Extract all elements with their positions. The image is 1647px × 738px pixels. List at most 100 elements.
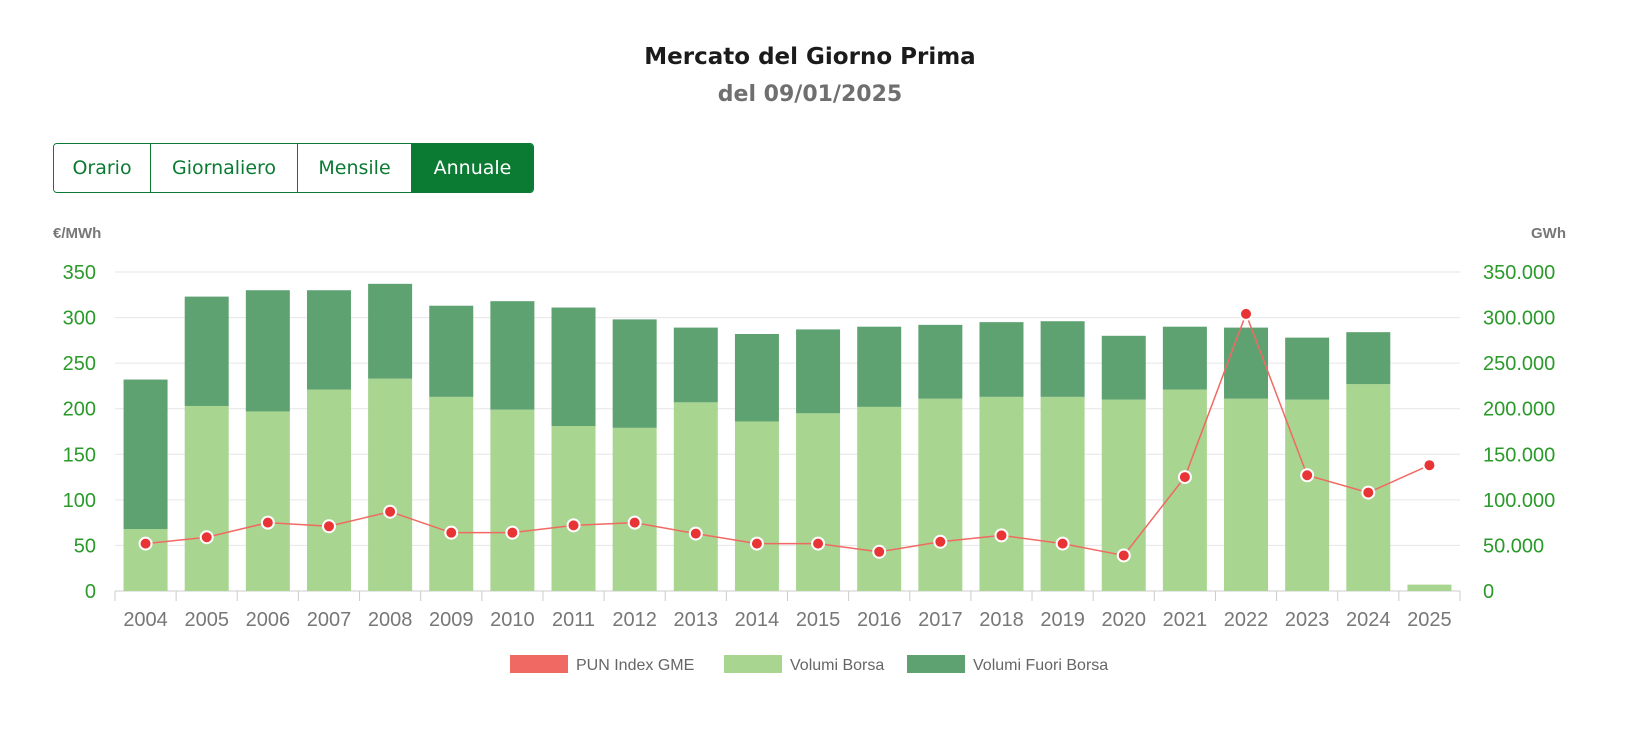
point-pun-index-gme	[321, 519, 336, 534]
bar-volumi-fuori-borsa	[245, 290, 290, 412]
point-pun-index-gme	[1177, 470, 1192, 485]
point-pun-index-gme	[933, 534, 948, 549]
bar-volumi-fuori-borsa	[1346, 332, 1391, 385]
bar-volumi-borsa	[612, 427, 657, 591]
bar-volumi-borsa	[1040, 396, 1085, 591]
bar-volumi-fuori-borsa	[123, 379, 168, 530]
bar-volumi-borsa	[1285, 399, 1330, 591]
bar-volumi-fuori-borsa	[184, 296, 229, 406]
y-left-tick-label: 150	[63, 444, 96, 466]
point-pun-index-gme	[1422, 458, 1437, 473]
y-left-tick-label: 200	[63, 399, 96, 421]
bar-volumi-fuori-borsa	[429, 305, 474, 397]
bar-volumi-borsa	[918, 398, 963, 591]
bar-volumi-fuori-borsa	[368, 283, 413, 379]
y-left-tick-label: 300	[63, 308, 96, 330]
legend-volumi-borsa-swatch	[724, 655, 782, 673]
x-tick-label: 2006	[246, 609, 291, 631]
bar-volumi-fuori-borsa	[1224, 327, 1269, 399]
y-right-tick-label: 300.000	[1483, 308, 1555, 330]
x-tick-label: 2025	[1407, 609, 1452, 631]
bar-volumi-borsa	[306, 389, 351, 591]
bar-volumi-fuori-borsa	[1040, 321, 1085, 397]
legend-volumi-fuori-borsa-swatch	[907, 655, 965, 673]
point-pun-index-gme	[1300, 468, 1315, 483]
legend-pun-index-gme-swatch	[510, 655, 568, 673]
point-pun-index-gme	[383, 504, 398, 519]
x-tick-label: 2024	[1346, 609, 1391, 631]
x-tick-label: 2011	[552, 609, 595, 631]
y-left-tick-label: 0	[85, 581, 96, 603]
chart-subtitle: del 09/01/2025	[717, 82, 903, 107]
x-tick-label: 2013	[674, 609, 719, 631]
x-tick-label: 2017	[918, 609, 963, 631]
x-tick-label: 2023	[1285, 609, 1330, 631]
bar-volumi-fuori-borsa	[612, 319, 657, 428]
x-tick-label: 2012	[612, 609, 657, 631]
x-tick-label: 2019	[1040, 609, 1085, 631]
x-tick-label: 2014	[735, 609, 780, 631]
bar-volumi-fuori-borsa	[1101, 335, 1146, 400]
legend-volumi-fuori-borsa-label: Volumi Fuori Borsa	[973, 657, 1108, 674]
x-tick-label: 2021	[1163, 609, 1208, 631]
bar-volumi-fuori-borsa	[979, 322, 1024, 397]
x-tick-label: 2016	[857, 609, 902, 631]
y-left-tick-label: 250	[63, 353, 96, 375]
point-pun-index-gme	[199, 530, 214, 545]
point-pun-index-gme	[627, 515, 642, 530]
bar-volumi-borsa	[796, 413, 841, 591]
x-tick-label: 2009	[429, 609, 474, 631]
bar-volumi-borsa	[734, 421, 779, 591]
x-tick-label: 2018	[979, 609, 1024, 631]
y-right-tick-label: 250.000	[1483, 353, 1555, 375]
y-left-axis-title: €/MWh	[53, 225, 101, 242]
y-left-tick-label: 50	[74, 535, 96, 557]
x-tick-label: 2010	[490, 609, 535, 631]
bar-volumi-borsa	[1224, 398, 1269, 591]
bar-volumi-fuori-borsa	[673, 327, 718, 403]
bar-volumi-fuori-borsa	[796, 329, 841, 414]
line-pun-index-gme	[145, 311, 1430, 557]
x-tick-label: 2020	[1102, 609, 1147, 631]
bar-volumi-borsa	[368, 378, 413, 591]
y-right-tick-label: 150.000	[1483, 444, 1555, 466]
point-pun-index-gme	[1239, 306, 1254, 321]
legend-pun-index-gme-label: PUN Index GME	[576, 657, 694, 674]
tab-orario[interactable]: Orario	[54, 144, 151, 192]
bar-volumi-borsa	[551, 426, 596, 591]
point-pun-index-gme	[872, 544, 887, 559]
bar-volumi-fuori-borsa	[551, 307, 596, 427]
bar-volumi-fuori-borsa	[734, 333, 779, 422]
x-tick-label: 2015	[796, 609, 841, 631]
bar-volumi-fuori-borsa	[1285, 337, 1330, 400]
bar-volumi-borsa	[490, 409, 535, 591]
bar-volumi-fuori-borsa	[857, 326, 902, 407]
chart-title: Mercato del Giorno Prima	[644, 44, 976, 70]
tab-mensile[interactable]: Mensile	[298, 144, 412, 192]
point-pun-index-gme	[138, 536, 153, 551]
point-pun-index-gme	[505, 525, 520, 540]
y-left-tick-label: 100	[63, 490, 96, 512]
point-pun-index-gme	[749, 536, 764, 551]
bar-volumi-fuori-borsa	[1162, 326, 1207, 390]
tab-giornaliero[interactable]: Giornaliero	[151, 144, 298, 192]
bar-volumi-borsa	[979, 396, 1024, 591]
x-tick-label: 2008	[368, 609, 413, 631]
y-right-tick-label: 200.000	[1483, 399, 1555, 421]
bar-volumi-fuori-borsa	[490, 301, 535, 410]
bar-volumi-borsa	[184, 405, 229, 591]
bar-volumi-fuori-borsa	[306, 290, 351, 390]
tab-annuale[interactable]: Annuale	[412, 144, 533, 192]
y-right-tick-label: 50.000	[1483, 535, 1544, 557]
point-pun-index-gme	[444, 525, 459, 540]
point-pun-index-gme	[994, 528, 1009, 543]
point-pun-index-gme	[260, 515, 275, 530]
x-tick-label: 2007	[307, 609, 352, 631]
bar-volumi-borsa	[1162, 389, 1207, 591]
y-right-tick-label: 100.000	[1483, 490, 1555, 512]
bar-volumi-fuori-borsa	[918, 324, 963, 399]
point-pun-index-gme	[1361, 485, 1376, 500]
bar-volumi-borsa	[1407, 584, 1452, 591]
y-right-tick-label: 0	[1483, 581, 1494, 603]
